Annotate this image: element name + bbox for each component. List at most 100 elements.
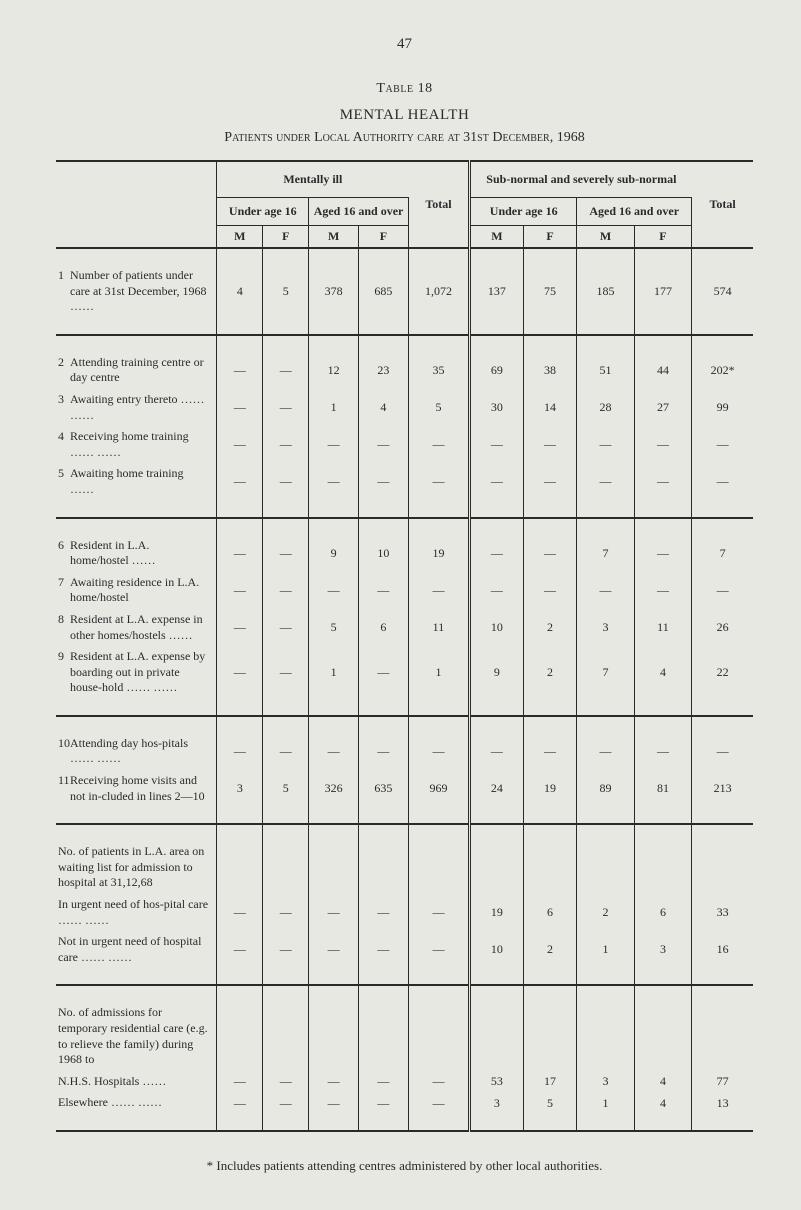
data-cell: — xyxy=(263,572,309,609)
table-row: 7Awaiting residence in L.A. home/hostel—… xyxy=(56,572,753,609)
data-cell: — xyxy=(359,572,409,609)
data-cell: — xyxy=(309,894,359,931)
data-cell: 38 xyxy=(523,352,577,389)
data-cell: 28 xyxy=(577,389,634,426)
data-cell: 7 xyxy=(577,535,634,572)
table-row: 5Awaiting home training ……—————————— xyxy=(56,463,753,500)
data-cell: 2 xyxy=(523,609,577,646)
sub-heading: Patients under Local Authority care at 3… xyxy=(56,130,753,146)
section-gap xyxy=(56,1114,753,1131)
page-number: 47 xyxy=(56,36,753,53)
data-cell: — xyxy=(217,646,263,699)
table-row: 3Awaiting entry thereto …… ……——145301428… xyxy=(56,389,753,426)
header-sub-normal: Sub-normal and severely sub-normal xyxy=(470,161,692,198)
data-cell: 4 xyxy=(217,265,263,318)
table-row: 2Attending training centre or day centre… xyxy=(56,352,753,389)
data-cell: 3 xyxy=(577,609,634,646)
data-cell: — xyxy=(577,426,634,463)
row-label: 9Resident at L.A. expense by boarding ou… xyxy=(56,646,217,699)
data-cell: 23 xyxy=(359,352,409,389)
data-cell: — xyxy=(692,733,753,770)
data-cell: — xyxy=(263,535,309,572)
data-cell: 16 xyxy=(692,931,753,968)
data-cell xyxy=(577,841,634,894)
data-cell: 378 xyxy=(309,265,359,318)
data-cell: — xyxy=(359,733,409,770)
data-cell xyxy=(634,1002,691,1070)
data-cell: 10 xyxy=(470,931,524,968)
data-cell xyxy=(692,841,753,894)
data-cell: 2 xyxy=(523,646,577,699)
data-cell: 13 xyxy=(692,1092,753,1114)
section-gap xyxy=(56,807,753,824)
data-cell: 4 xyxy=(359,389,409,426)
data-cell xyxy=(408,841,469,894)
page: 47 Table 18 MENTAL HEALTH Patients under… xyxy=(0,0,801,1210)
data-cell: 6 xyxy=(634,894,691,931)
data-cell: — xyxy=(263,463,309,500)
data-cell: — xyxy=(217,1092,263,1114)
data-cell: — xyxy=(523,426,577,463)
data-cell: — xyxy=(217,389,263,426)
data-cell: 1 xyxy=(309,646,359,699)
data-cell: — xyxy=(359,1092,409,1114)
data-cell: — xyxy=(523,463,577,500)
data-cell: 7 xyxy=(692,535,753,572)
row-label: 5Awaiting home training …… xyxy=(56,463,217,500)
data-cell: 89 xyxy=(577,770,634,807)
data-cell: 326 xyxy=(309,770,359,807)
data-cell: — xyxy=(408,463,469,500)
data-cell: — xyxy=(263,931,309,968)
header-aged16-left: Aged 16 and over xyxy=(309,198,409,226)
table-row: 8Resident at L.A. expense in other homes… xyxy=(56,609,753,646)
data-cell: — xyxy=(359,1071,409,1093)
data-cell: 1 xyxy=(577,1092,634,1114)
data-cell xyxy=(217,841,263,894)
data-cell: — xyxy=(577,733,634,770)
data-cell: — xyxy=(692,572,753,609)
data-cell: 969 xyxy=(408,770,469,807)
data-cell xyxy=(408,1002,469,1070)
data-cell: 77 xyxy=(692,1071,753,1093)
data-cell: — xyxy=(217,733,263,770)
data-cell: — xyxy=(263,389,309,426)
data-cell: 11 xyxy=(408,609,469,646)
section-divider xyxy=(56,716,753,733)
data-cell: — xyxy=(523,572,577,609)
data-cell: — xyxy=(263,1071,309,1093)
data-cell: — xyxy=(634,426,691,463)
data-cell: 6 xyxy=(359,609,409,646)
row-label: 6Resident in L.A. home/hostel …… xyxy=(56,535,217,572)
data-cell: 26 xyxy=(692,609,753,646)
data-cell: 202* xyxy=(692,352,753,389)
data-cell: 14 xyxy=(523,389,577,426)
table-bottom-rule xyxy=(56,1131,753,1138)
section-gap xyxy=(56,968,753,985)
data-cell xyxy=(263,841,309,894)
section-gap xyxy=(56,699,753,716)
data-cell: 51 xyxy=(577,352,634,389)
data-cell: 685 xyxy=(359,265,409,318)
data-cell: 5 xyxy=(263,770,309,807)
row-label: 1Number of patients under care at 31st D… xyxy=(56,265,217,318)
data-cell: 12 xyxy=(309,352,359,389)
data-cell: 11 xyxy=(634,609,691,646)
table-row: 1Number of patients under care at 31st D… xyxy=(56,265,753,318)
data-cell: 2 xyxy=(523,931,577,968)
data-cell: 27 xyxy=(634,389,691,426)
data-cell: 1 xyxy=(309,389,359,426)
section-divider xyxy=(56,335,753,352)
data-cell: 635 xyxy=(359,770,409,807)
data-cell: — xyxy=(217,609,263,646)
main-heading: MENTAL HEALTH xyxy=(56,107,753,124)
data-cell: 5 xyxy=(523,1092,577,1114)
data-cell: 1 xyxy=(408,646,469,699)
data-cell: — xyxy=(634,463,691,500)
data-cell: 213 xyxy=(692,770,753,807)
data-cell: — xyxy=(309,1071,359,1093)
header-aged16-right: Aged 16 and over xyxy=(577,198,692,226)
data-cell: 19 xyxy=(470,894,524,931)
data-cell: 3 xyxy=(217,770,263,807)
row-label: Elsewhere …… …… xyxy=(56,1092,217,1114)
data-cell: — xyxy=(692,463,753,500)
